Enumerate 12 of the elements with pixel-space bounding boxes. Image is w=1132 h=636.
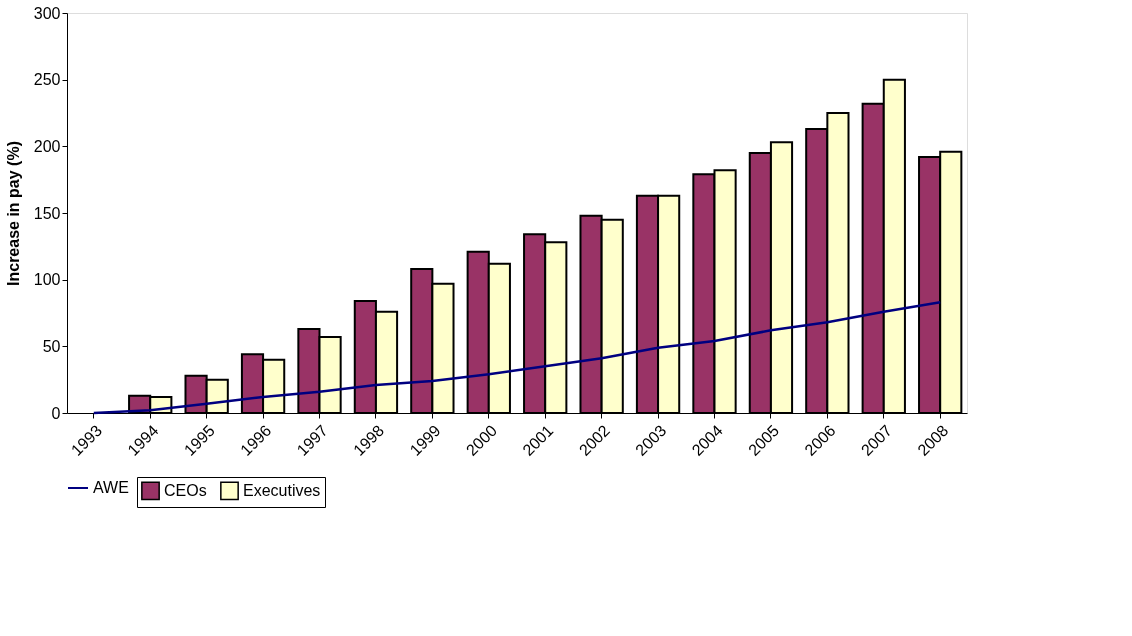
y-tick-label: 300	[33, 4, 61, 22]
y-tick-label: 200	[33, 137, 61, 155]
y-tick-label: 100	[33, 271, 61, 289]
y-tick-label: 250	[33, 71, 61, 89]
line-series	[92, 301, 942, 415]
y-tick-label: 150	[33, 204, 61, 222]
y-tick-label: 50	[42, 337, 61, 355]
legend-label: Executives	[243, 481, 321, 499]
y-axis-title: Increase in pay (%)	[4, 141, 22, 286]
legend-label: AWE	[93, 479, 129, 496]
legend-label: CEOs	[164, 481, 207, 499]
y-tick-label: 0	[51, 404, 61, 422]
